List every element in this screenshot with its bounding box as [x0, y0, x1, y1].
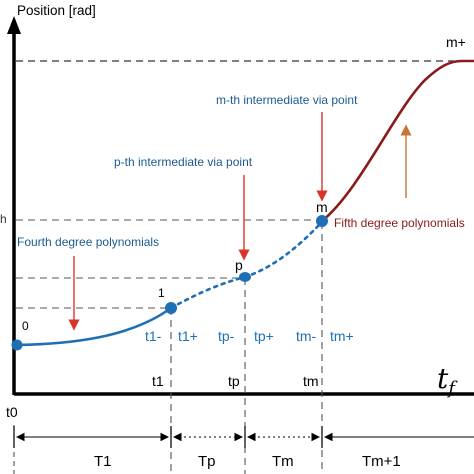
y-axis-label: Position [rad] — [17, 3, 96, 18]
annotation-fifth-degree: Fifth degree polynomials — [334, 216, 465, 230]
y-axis-arrowhead — [7, 16, 21, 34]
series-fourth-degree-curve — [16, 306, 172, 347]
time-label-t0: t0 — [6, 404, 18, 420]
point-label-1: 1 — [158, 286, 165, 300]
point-p — [239, 272, 251, 282]
series-fifth-degree-curve — [321, 59, 474, 223]
y-tick-fragment: h — [0, 212, 7, 226]
label-tp-minus: tp- — [218, 328, 235, 344]
label-tm-minus: tm- — [296, 328, 317, 344]
label-t1-minus: t1- — [145, 328, 162, 344]
series-intermediate-dotted-curve — [169, 220, 324, 310]
interval-label-Tp: Tp — [198, 453, 216, 470]
point-label-p: p — [235, 257, 243, 273]
time-label-t1: t1 — [152, 373, 164, 389]
interval-label-Tm: Tm — [272, 453, 294, 470]
annotation-fourth-degree: Fourth degree polynomials — [17, 235, 159, 249]
interval-label-Tm1: Tm+1 — [362, 453, 401, 470]
point-1 — [165, 302, 177, 314]
point-0 — [11, 339, 23, 351]
point-label-end: m+ — [446, 34, 466, 50]
point-label-m: m — [316, 199, 328, 215]
point-label-0: 0 — [22, 319, 29, 333]
time-label-tp: tp — [228, 373, 240, 389]
point-m — [316, 215, 328, 227]
label-tp-plus: tp+ — [254, 328, 274, 344]
annotation-m-via: m-th intermediate via point — [216, 93, 358, 107]
label-tm-plus: tm+ — [330, 328, 354, 344]
annotation-p-via: p-th intermediate via point — [114, 155, 253, 169]
interval-label-T1: T1 — [94, 453, 112, 470]
label-t1-plus: t1+ — [178, 328, 198, 344]
time-label-tm: tm — [303, 373, 319, 389]
